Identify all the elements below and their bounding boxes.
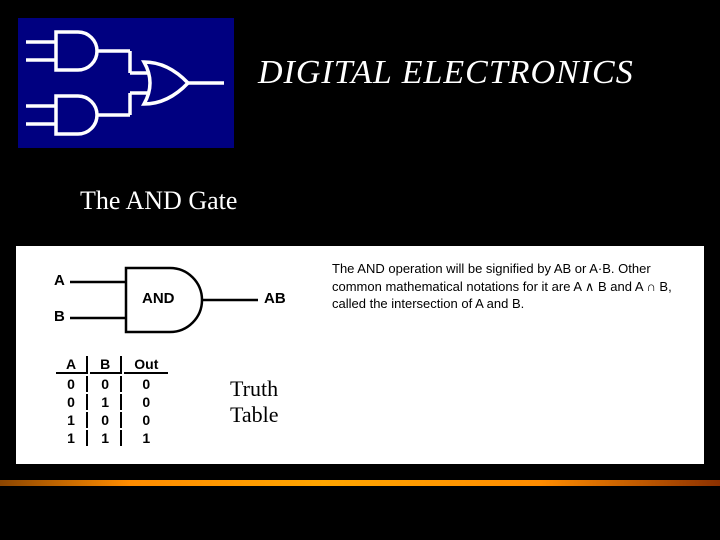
logo-panel [18, 18, 234, 148]
logo-circuit-icon [18, 18, 234, 148]
table-row: 0 1 0 [56, 394, 168, 410]
gate-input-b-label: B [54, 308, 65, 325]
gate-output-label: AB [264, 290, 286, 307]
col-header-a: A [56, 356, 88, 374]
table-header-row: A B Out [56, 356, 168, 374]
truth-table-caption: Truth Table [230, 376, 279, 429]
content-panel: A B AND AB A B Out 0 0 0 0 1 0 1 [16, 246, 704, 464]
col-header-out: Out [124, 356, 168, 374]
table-row: 1 1 1 [56, 430, 168, 446]
truth-table: A B Out 0 0 0 0 1 0 1 0 0 1 1 [54, 354, 170, 448]
page-title: DIGITAL ELECTRONICS [258, 54, 634, 92]
col-header-b: B [90, 356, 122, 374]
table-row: 0 0 0 [56, 376, 168, 392]
gate-name-label: AND [142, 290, 175, 307]
section-title: The AND Gate [80, 186, 237, 216]
gate-input-a-label: A [54, 272, 65, 289]
table-row: 1 0 0 [56, 412, 168, 428]
description-text: The AND operation will be signified by A… [332, 260, 692, 313]
and-gate-diagram: A B AND AB [34, 260, 314, 340]
accent-divider [0, 480, 720, 486]
